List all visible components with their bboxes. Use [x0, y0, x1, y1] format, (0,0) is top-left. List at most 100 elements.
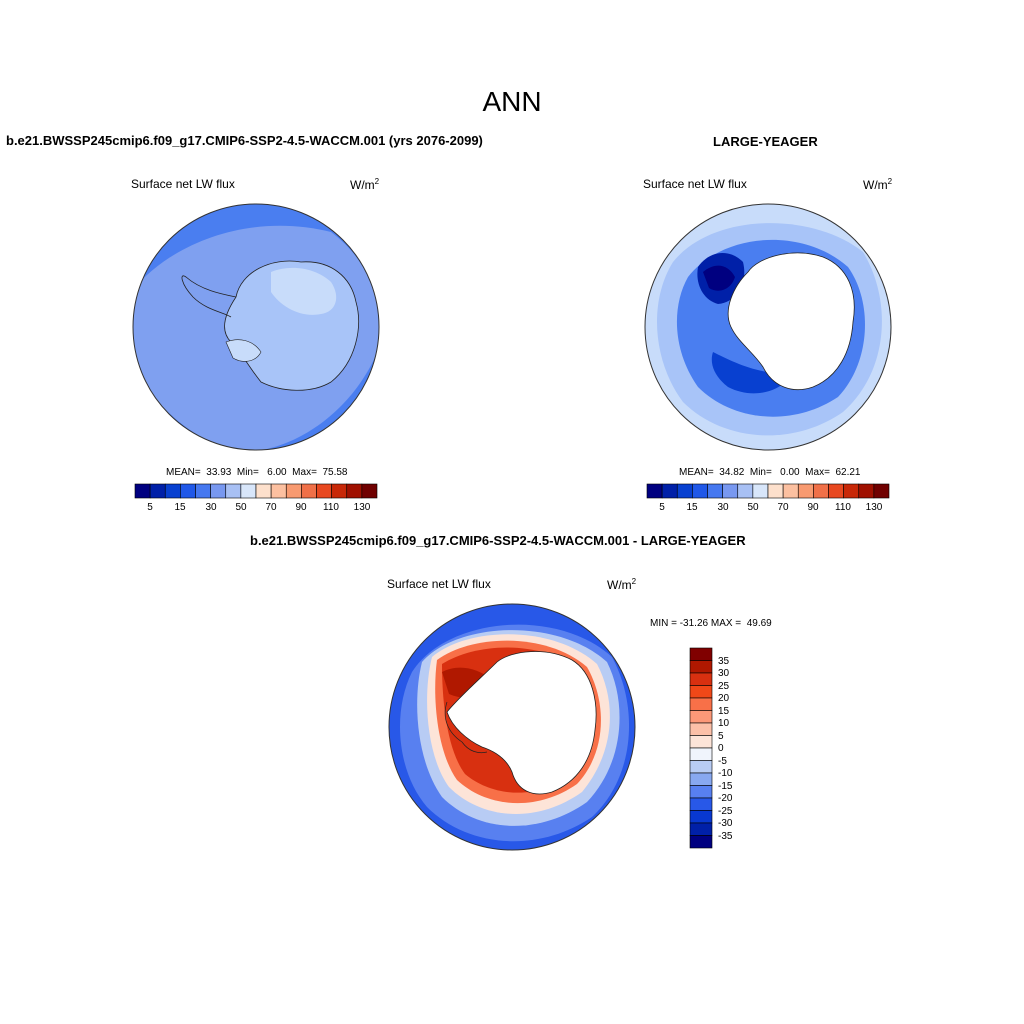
cb2-tick: 130 [865, 502, 883, 513]
panel1-peninsula [181, 275, 237, 318]
colorbar-swatch [689, 735, 713, 749]
panel2-field-label: Surface net LW flux [643, 177, 747, 191]
colorbar-swatch [689, 797, 713, 811]
cb3-tick: 5 [718, 731, 724, 742]
colorbar-swatch [164, 483, 181, 499]
colorbar-swatch [782, 483, 799, 499]
colorbar-swatch [689, 697, 713, 711]
cb1-tick: 50 [235, 502, 247, 513]
cb2-tick: 90 [807, 502, 819, 513]
cb2-tick: 15 [686, 502, 698, 513]
cb1-tick: 130 [353, 502, 371, 513]
colorbar-swatch [689, 785, 713, 799]
colorbar-swatch [689, 772, 713, 786]
panel2-units: W/m2 [863, 177, 893, 192]
colorbar-swatch [149, 483, 166, 499]
cb3-tick: -30 [718, 818, 733, 829]
colorbar-swatch [240, 483, 257, 499]
cb3-tick: 0 [718, 743, 724, 754]
cb3-tick: 10 [718, 718, 730, 729]
panel3-polar-map [388, 603, 636, 851]
panel1-colorbar-labels: 5 15 30 50 70 90 110 130 [135, 502, 377, 516]
colorbar-swatch [797, 483, 814, 499]
colorbar-swatch [285, 483, 302, 499]
cb2-tick: 30 [717, 502, 729, 513]
colorbar-swatch [210, 483, 227, 499]
colorbar-swatch [689, 660, 713, 674]
panel3-vertical-colorbar [689, 647, 713, 849]
colorbar-swatch [361, 483, 378, 499]
panel3-units: W/m2 [607, 577, 637, 592]
panel3-field-label: Surface net LW flux [387, 577, 491, 591]
colorbar-swatch [828, 483, 844, 499]
colorbar-swatch [813, 483, 829, 499]
colorbar-swatch [843, 483, 860, 499]
cb1-tick: 5 [147, 502, 153, 513]
colorbar-swatch [689, 760, 713, 774]
colorbar-swatch [689, 710, 713, 724]
panel2-polar-map [644, 203, 892, 451]
cb1-tick: 90 [295, 502, 307, 513]
panel2-stats: MEAN= 34.82 Min= 0.00 Max= 62.21 [679, 467, 861, 478]
colorbar-swatch [689, 672, 713, 686]
panel1-ross-shelf [225, 339, 262, 362]
cb1-tick: 30 [205, 502, 217, 513]
colorbar-swatch [692, 483, 708, 499]
colorbar-swatch [316, 483, 332, 499]
panel3-colorbar-labels: 35 30 25 20 15 10 5 0 -5 -10 -15 -20 -25… [718, 648, 758, 848]
colorbar-swatch [301, 483, 317, 499]
panel3-peninsula-white [444, 701, 488, 754]
cb3-tick: -10 [718, 768, 733, 779]
panel1-polar-map [132, 203, 380, 451]
panel1-continent-pale [271, 267, 337, 315]
panel2-continent [727, 252, 855, 391]
cb3-tick: -35 [718, 831, 733, 842]
colorbar-swatch [689, 722, 713, 736]
cb3-tick: -20 [718, 793, 733, 804]
cb2-tick: 5 [659, 502, 665, 513]
cb3-tick: 25 [718, 681, 730, 692]
panel2-ring-dark-lower [711, 352, 793, 394]
figure-title: ANN [482, 86, 542, 117]
panel2-case-title: LARGE-YEAGER [713, 134, 818, 149]
colorbar-swatch [707, 483, 723, 499]
cb3-tick: -25 [718, 806, 733, 817]
colorbar-swatch [225, 483, 242, 499]
cb1-tick: 15 [174, 502, 186, 513]
colorbar-swatch [737, 483, 754, 499]
colorbar-swatch [331, 483, 348, 499]
colorbar-swatch [858, 483, 875, 499]
cb2-tick: 70 [777, 502, 789, 513]
colorbar-swatch [270, 483, 287, 499]
colorbar-swatch [873, 483, 890, 499]
panel3-case-title: b.e21.BWSSP245cmip6.f09_g17.CMIP6-SSP2-4… [250, 533, 746, 548]
colorbar-swatch [134, 483, 151, 499]
panel3-stats: MIN = -31.26 MAX = 49.69 [650, 618, 772, 629]
panel2-colorbar-labels: 5 15 30 50 70 90 110 130 [647, 502, 889, 516]
colorbar-swatch [689, 747, 713, 761]
panel1-colorbar [134, 483, 378, 499]
panel1-stats: MEAN= 33.93 Min= 6.00 Max= 75.58 [166, 467, 348, 478]
cb1-tick: 70 [265, 502, 277, 513]
panel1-field-label: Surface net LW flux [131, 177, 235, 191]
cb3-tick: -5 [718, 756, 727, 767]
panel1-units: W/m2 [350, 177, 380, 192]
cb3-tick: 30 [718, 668, 730, 679]
colorbar-swatch [255, 483, 272, 499]
panel2-colorbar [646, 483, 890, 499]
cb3-tick: 15 [718, 706, 730, 717]
colorbar-swatch [646, 483, 663, 499]
panel1-case-title: b.e21.BWSSP245cmip6.f09_g17.CMIP6-SSP2-4… [6, 133, 483, 148]
colorbar-swatch [689, 835, 713, 849]
colorbar-swatch [180, 483, 196, 499]
colorbar-swatch [195, 483, 211, 499]
colorbar-swatch [689, 685, 713, 699]
colorbar-swatch [722, 483, 739, 499]
cb3-tick: -15 [718, 781, 733, 792]
colorbar-swatch [752, 483, 769, 499]
cb3-tick: 20 [718, 693, 730, 704]
colorbar-swatch [689, 647, 713, 661]
colorbar-swatch [661, 483, 678, 499]
cb1-tick: 110 [323, 502, 339, 513]
panel2-ring-deep [703, 265, 735, 291]
